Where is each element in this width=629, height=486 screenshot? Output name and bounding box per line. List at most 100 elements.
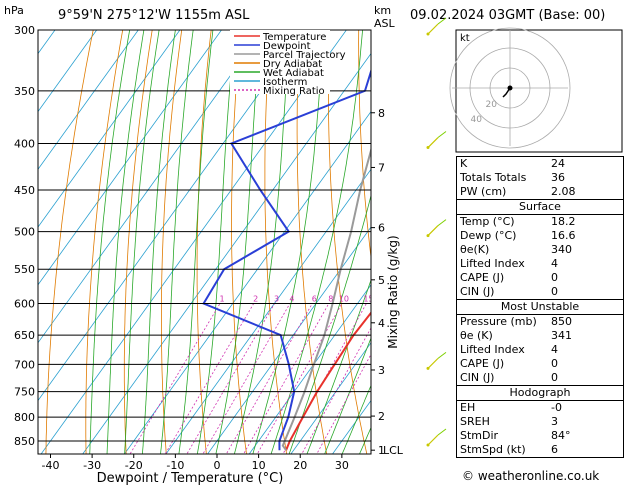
hodograph-index-row: EH -0 xyxy=(457,400,623,415)
dry-adiabat-line xyxy=(327,30,368,454)
wet-adiabat-line xyxy=(89,30,131,454)
wind-barb-stem xyxy=(427,434,439,446)
legend-label: Parcel Trajectory xyxy=(263,50,346,61)
surface-index-row: Lifted Index 4 xyxy=(457,257,623,271)
wind-barb-stem xyxy=(427,225,439,237)
index-value: 36 xyxy=(551,171,565,184)
pressure-tick-label: 300 xyxy=(14,24,35,37)
wet-adiabat-line xyxy=(270,30,364,454)
legend-label: Temperature xyxy=(262,32,326,43)
date-title: 09.02.2024 03GMT (Base: 00) xyxy=(410,8,606,23)
mixing-ratio-line xyxy=(282,303,367,454)
dry-adiabat-line xyxy=(85,30,124,454)
hodograph-index-value: 84° xyxy=(551,429,571,442)
wet-adiabat-line xyxy=(306,278,371,454)
pressure-tick-label: 550 xyxy=(14,263,35,276)
wet-adiabat-line xyxy=(106,30,145,454)
surface-index-row: Dewp (°C) 16.6 xyxy=(457,229,623,243)
surface-index-value: 340 xyxy=(551,243,572,256)
index-key: Totals Totals xyxy=(460,171,527,184)
isotherm-line xyxy=(207,226,371,454)
hodograph-index-value: 6 xyxy=(551,443,558,456)
legend-label: Dry Adiabat xyxy=(263,59,322,70)
x-tick-label: 0 xyxy=(213,459,220,472)
wind-barb-stem xyxy=(427,137,439,148)
mixing-ratio-label: 4 xyxy=(289,295,294,304)
km-tick-label: 7 xyxy=(378,161,385,174)
surface-index-key: θe(K) xyxy=(460,243,490,256)
most-unstable-index-key: Pressure (mb) xyxy=(460,315,537,328)
wind-barb-feather xyxy=(437,428,447,436)
hodograph-index-key: StmDir xyxy=(460,429,499,442)
surface-index-value: 0 xyxy=(551,271,558,284)
most-unstable-index-key: CAPE (J) xyxy=(460,357,505,370)
most-unstable-index-row: θe (K) 341 xyxy=(457,329,623,343)
index-row: PW (cm) 2.08 xyxy=(457,185,623,199)
legend-box xyxy=(230,30,330,94)
legend-label: Dewpoint xyxy=(263,41,311,52)
x-axis-label: Dewpoint / Temperature (°C) xyxy=(97,471,284,486)
dry-adiabat-line xyxy=(123,30,153,454)
km-tick-label: 5 xyxy=(378,274,385,287)
most-unstable-index-key: Lifted Index xyxy=(460,343,525,356)
surface-index-value: 18.2 xyxy=(551,215,576,228)
surface-index-key: Temp (°C) xyxy=(460,215,515,228)
wind-barb-base xyxy=(426,234,430,238)
surface-index-row: CAPE (J) 0 xyxy=(457,271,623,285)
surface-index-row: Temp (°C) 18.2 xyxy=(457,214,623,229)
mixing-ratio-line xyxy=(243,303,330,454)
index-value: 2.08 xyxy=(551,185,576,198)
hodograph-ring xyxy=(449,27,571,149)
index-key: PW (cm) xyxy=(460,185,507,198)
mixing-ratio-label: 6 xyxy=(312,295,317,304)
wet-adiabat-line xyxy=(160,30,194,454)
surface-index-value: 4 xyxy=(551,257,558,270)
surface-index-row: θe(K) 340 xyxy=(457,243,623,257)
wet-adiabat-line xyxy=(215,30,262,454)
pressure-tick-label: 600 xyxy=(14,298,35,311)
wind-barb-feather xyxy=(437,131,447,138)
most-unstable-index-value: 850 xyxy=(551,315,572,328)
wind-barb-base xyxy=(426,366,430,370)
isotherm-line xyxy=(40,30,347,454)
x-tick-label: -10 xyxy=(166,459,184,472)
wind-barb-base xyxy=(426,32,430,36)
most-unstable-index-row: Lifted Index 4 xyxy=(457,343,623,357)
mixing-ratio-line xyxy=(186,303,275,454)
x-tick-label: -40 xyxy=(42,459,60,472)
wind-barb-base xyxy=(426,443,430,447)
pressure-tick-label: 400 xyxy=(14,138,35,151)
wind-barb-feather xyxy=(437,351,447,359)
km-tick-label: 1 xyxy=(378,444,385,457)
isotherm-line xyxy=(165,168,371,454)
legend-label: Wet Adiabat xyxy=(263,68,324,79)
hodograph-ring-label: 20 xyxy=(486,100,498,110)
pressure-tick-label: 350 xyxy=(14,85,35,98)
index-row: K 24 xyxy=(457,157,623,171)
surface-index-key: Dewp (°C) xyxy=(460,229,517,242)
most-unstable-index-row: CAPE (J) 0 xyxy=(457,357,623,371)
hodograph-index-row: StmDir 84° xyxy=(457,429,623,443)
index-row: Totals Totals 36 xyxy=(457,171,623,185)
hodograph-index-row: SREH 3 xyxy=(457,415,623,429)
asl-unit-label: ASL xyxy=(374,17,395,30)
dry-adiabat-line xyxy=(196,30,212,454)
mixing-ratio-label: 3 xyxy=(274,295,279,304)
indices-panel: K 24 Totals Totals 36 PW (cm) 2.08 Surface Te… xyxy=(456,156,624,458)
surface-index-key: CAPE (J) xyxy=(460,271,505,284)
hodograph-index-row: StmSpd (kt) 6 xyxy=(457,443,623,457)
x-tick-label: -30 xyxy=(83,459,101,472)
hodograph-index-key: StmSpd (kt) xyxy=(460,443,526,456)
mixing-ratio-line xyxy=(129,303,221,454)
dry-adiabat-line xyxy=(231,30,247,454)
mixing-ratio-line xyxy=(225,303,313,454)
wind-barb-feather xyxy=(437,17,447,25)
mixing-ratio-label: 10 xyxy=(339,295,349,304)
hodograph-frame xyxy=(455,29,623,153)
location-title: 9°59'N 275°12'W 1155m ASL xyxy=(58,8,250,23)
wind-barb-stem xyxy=(427,23,439,35)
wet-adiabat-line xyxy=(359,426,371,454)
wind-barb-feather xyxy=(437,219,447,226)
mixing-ratio-label: 15 xyxy=(363,295,373,304)
surface-index-row: CIN (J) 0 xyxy=(457,285,623,299)
